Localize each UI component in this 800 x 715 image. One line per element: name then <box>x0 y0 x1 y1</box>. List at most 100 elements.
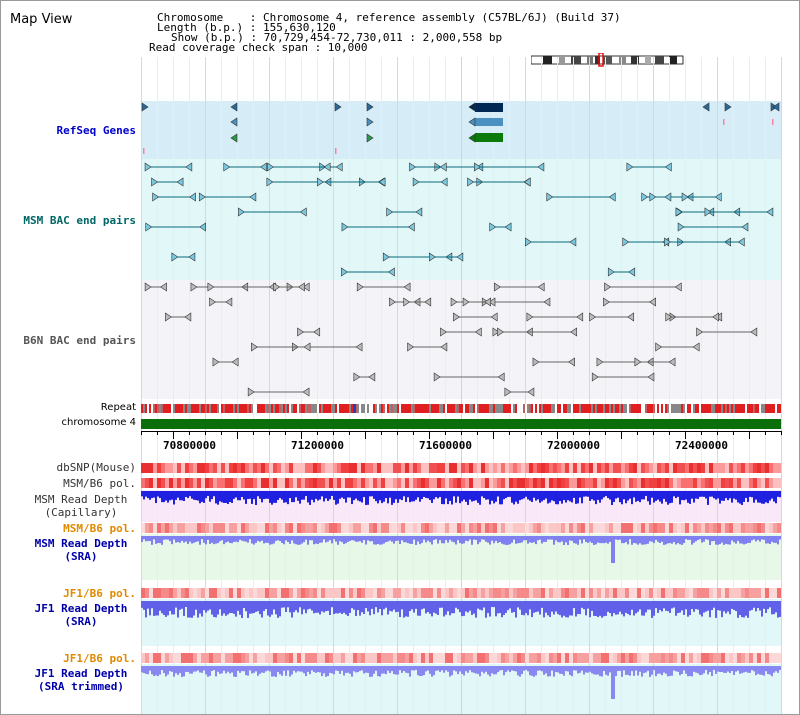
depth-bar <box>253 601 255 614</box>
bac-end-arrow <box>546 192 554 202</box>
depth-bar <box>467 601 469 613</box>
depth-bar <box>463 666 465 676</box>
depth-bar <box>167 491 169 503</box>
depth-bar <box>745 666 747 672</box>
depth-bar <box>581 601 583 608</box>
msm-read-depth-sra-label[interactable]: MSM Read Depth (SRA) <box>21 537 141 563</box>
jf1-b6-pol-label[interactable]: JF1/B6 pol. <box>63 587 136 600</box>
depth-bar <box>429 666 431 674</box>
depth-bar <box>739 666 741 674</box>
depth-bar <box>567 601 569 618</box>
depth-bar <box>417 601 419 616</box>
polymorphism-cell <box>185 463 189 473</box>
depth-bar <box>347 601 349 616</box>
depth-bar <box>679 491 681 505</box>
depth-bar <box>727 536 729 545</box>
depth-bar <box>581 536 583 544</box>
depth-bar <box>381 536 383 545</box>
bac-end-arrow <box>440 177 448 187</box>
depth-bar <box>473 601 475 614</box>
repeat-segment <box>581 404 583 413</box>
depth-bar <box>543 666 545 675</box>
repeat-segment <box>411 404 413 413</box>
polymorphism-cell <box>289 523 293 533</box>
polymorphism-cell <box>153 463 157 473</box>
repeat-segment <box>357 404 359 413</box>
depth-bar <box>227 601 229 615</box>
repeat-segment <box>247 404 249 413</box>
polymorphism-cell <box>321 588 325 598</box>
repeat-segment <box>719 404 721 413</box>
depth-bar <box>565 536 567 543</box>
polymorphism-cell <box>749 653 753 663</box>
polymorphism-cell <box>761 478 765 488</box>
depth-bar <box>605 536 607 543</box>
depth-bar <box>635 666 637 671</box>
refseq-genes-label[interactable]: RefSeq Genes <box>56 124 136 137</box>
jf1-b6-pol-label-2[interactable]: JF1/B6 pol. <box>63 652 136 665</box>
polymorphism-cell <box>465 463 469 473</box>
dbsnp-label[interactable]: dbSNP(Mouse) <box>56 461 136 474</box>
polymorphism-cell <box>705 523 709 533</box>
depth-bar <box>243 601 245 609</box>
depth-bar <box>367 491 369 505</box>
depth-bar <box>703 536 705 542</box>
repeat-segment <box>253 404 255 413</box>
repeat-segment <box>599 404 601 413</box>
depth-bar <box>777 536 779 545</box>
depth-bar <box>431 491 433 503</box>
polymorphism-cell <box>617 523 621 533</box>
polymorphism-cell <box>577 588 581 598</box>
repeat-segment <box>553 404 555 413</box>
depth-bar <box>193 491 195 500</box>
repeat-segment <box>643 404 645 413</box>
polymorphism-cell <box>753 478 757 488</box>
depth-bar <box>163 601 165 616</box>
polymorphism-cell <box>605 653 609 663</box>
polymorphism-cell <box>389 478 393 488</box>
depth-bar <box>271 601 273 615</box>
depth-bar <box>491 536 493 541</box>
repeat-segment <box>657 404 659 413</box>
depth-bar <box>521 536 523 543</box>
depth-bar <box>499 491 501 505</box>
repeat-segment <box>699 404 701 413</box>
polymorphism-cell <box>161 478 165 488</box>
polymorphism-cell <box>333 588 337 598</box>
bac-end-arrow <box>568 357 575 367</box>
depth-bar <box>709 491 711 497</box>
msm-b6-pol-label-2[interactable]: MSM/B6 pol. <box>63 522 136 535</box>
depth-bar <box>659 491 661 502</box>
jf1-read-depth-sra-label[interactable]: JF1 Read Depth (SRA) <box>21 602 141 628</box>
depth-bar <box>217 666 219 672</box>
depth-bar <box>425 491 427 498</box>
polymorphism-cell <box>689 463 693 473</box>
repeat-segment <box>769 404 771 413</box>
depth-bar <box>221 536 223 541</box>
depth-bar <box>735 601 737 612</box>
jf1-read-depth-trimmed-label[interactable]: JF1 Read Depth (SRA trimmed) <box>21 667 141 693</box>
msm-b6-pol-label[interactable]: MSM/B6 pol. <box>63 477 136 490</box>
depth-bar <box>283 666 285 671</box>
bac-end-arrow <box>537 282 545 292</box>
msm-bac-end-pairs-label[interactable]: MSM BAC end pairs <box>23 214 136 227</box>
depth-bar <box>259 601 261 615</box>
b6n-bac-end-pairs-label[interactable]: B6N BAC end pairs <box>23 334 136 347</box>
repeat-segment <box>295 404 297 413</box>
depth-bar <box>663 536 665 545</box>
depth-bar <box>715 536 717 545</box>
depth-bar <box>663 601 665 609</box>
depth-bar <box>241 491 243 498</box>
depth-bar <box>169 536 171 542</box>
map-view-title: Map View <box>10 12 73 27</box>
polymorphism-cell <box>389 588 393 598</box>
msm-read-depth-capillary-label[interactable]: MSM Read Depth (Capillary) <box>21 493 141 519</box>
polymorphism-cell <box>321 478 325 488</box>
polymorphism-cell <box>433 523 437 533</box>
polymorphism-cell <box>661 588 665 598</box>
axis-tick-label: 71600000 <box>419 439 472 452</box>
depth-bar <box>517 491 519 504</box>
depth-bar <box>567 491 569 501</box>
polymorphism-cell <box>273 463 277 473</box>
